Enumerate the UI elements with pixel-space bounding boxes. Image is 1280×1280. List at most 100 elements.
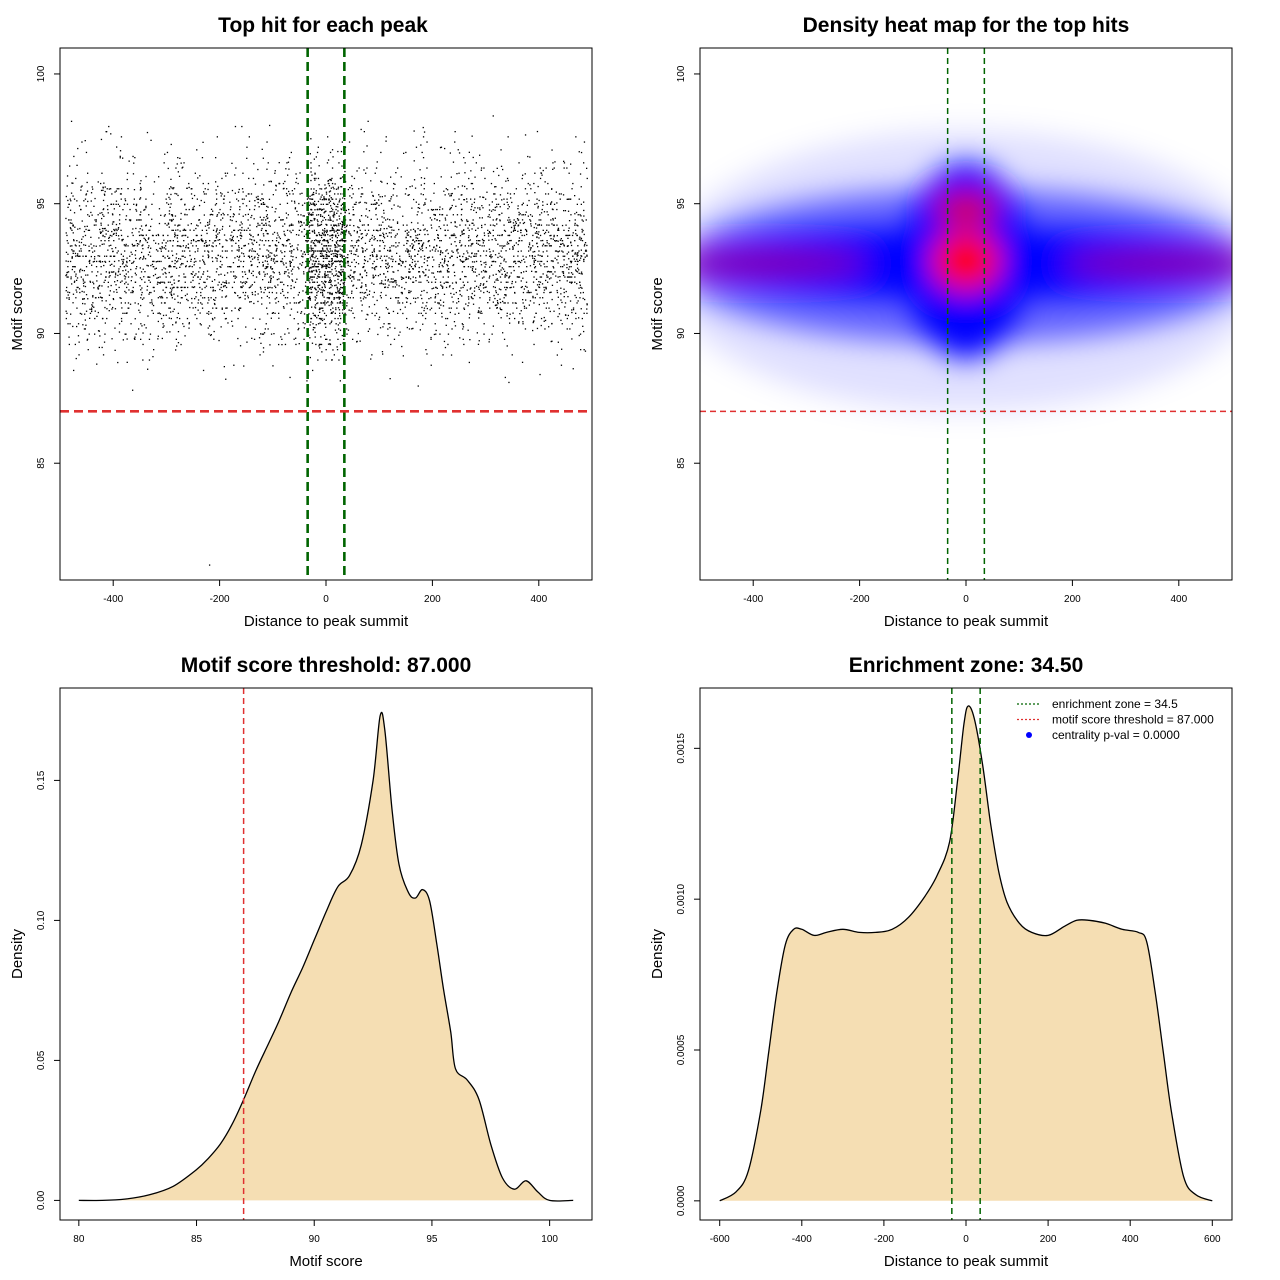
- scatter-point: [380, 151, 382, 154]
- scatter-point: [412, 239, 414, 241]
- scatter-point: [242, 172, 244, 174]
- scatter-point: [103, 193, 106, 195]
- scatter-point: [335, 260, 337, 263]
- scatter-point: [162, 323, 164, 325]
- scatter-point: [331, 359, 333, 361]
- scatter-point: [315, 190, 317, 192]
- scatter-point: [326, 230, 328, 232]
- scatter-point: [139, 241, 141, 243]
- scatter-point: [423, 289, 425, 292]
- scatter-point: [70, 313, 72, 315]
- scatter-point: [92, 302, 94, 304]
- scatter-point: [339, 253, 341, 256]
- scatter-point: [165, 314, 167, 316]
- scatter-point: [521, 286, 523, 288]
- scatter-point: [314, 173, 316, 175]
- scatter-point: [336, 254, 339, 256]
- scatter-point: [352, 193, 354, 195]
- scatter-point: [442, 286, 444, 288]
- scatter-point: [170, 276, 172, 278]
- scatter-point: [241, 226, 243, 229]
- scatter-point: [172, 245, 174, 247]
- scatter-point: [262, 233, 265, 235]
- scatter-point: [297, 323, 299, 325]
- scatter-point: [323, 232, 326, 234]
- scatter-point: [318, 276, 320, 278]
- scatter-point: [215, 240, 217, 242]
- scatter-point: [447, 268, 450, 270]
- scatter-point: [441, 264, 443, 267]
- scatter-point: [93, 205, 95, 207]
- scatter-point: [112, 250, 114, 252]
- scatter-point: [208, 299, 210, 301]
- scatter-point: [326, 264, 328, 266]
- scatter-point: [267, 263, 269, 265]
- scatter-point: [374, 199, 376, 201]
- scatter-point: [101, 346, 103, 349]
- scatter-point: [114, 281, 116, 283]
- scatter-point: [520, 231, 522, 234]
- scatter-point: [267, 254, 270, 256]
- scatter-point: [293, 188, 296, 190]
- scatter-point: [421, 151, 423, 154]
- scatter-point: [575, 136, 577, 138]
- scatter-point: [113, 265, 115, 267]
- scatter-point: [222, 286, 225, 288]
- scatter-point: [323, 283, 326, 286]
- scatter-point: [433, 259, 435, 261]
- scatter-point: [353, 203, 356, 205]
- scatter-point: [87, 349, 89, 351]
- scatter-point: [331, 260, 333, 263]
- scatter-point: [207, 275, 209, 278]
- scatter-point: [292, 259, 294, 261]
- scatter-point: [283, 255, 286, 257]
- scatter-point: [574, 252, 576, 254]
- scatter-point: [229, 208, 232, 211]
- scatter-point: [451, 250, 453, 252]
- scatter-point: [278, 216, 280, 218]
- scatter-point: [423, 272, 425, 274]
- scatter-point: [78, 250, 81, 252]
- scatter-point: [216, 228, 218, 230]
- scatter-point: [570, 244, 573, 247]
- scatter-point: [213, 302, 216, 305]
- scatter-point: [450, 207, 452, 209]
- scatter-point: [319, 322, 321, 324]
- scatter-point: [260, 229, 263, 231]
- scatter-point: [185, 208, 187, 211]
- scatter-point: [421, 306, 423, 309]
- scatter-point: [238, 265, 241, 268]
- scatter-point: [131, 243, 133, 245]
- scatter-point: [471, 268, 474, 270]
- scatter-point: [581, 273, 583, 275]
- scatter-point: [415, 146, 418, 148]
- scatter-point: [231, 231, 233, 233]
- scatter-point: [472, 188, 474, 190]
- scatter-point: [501, 267, 503, 269]
- scatter-point: [65, 251, 68, 253]
- scatter-point: [216, 136, 218, 138]
- scatter-point: [110, 188, 112, 190]
- scatter-point: [542, 297, 544, 299]
- scatter-point: [329, 279, 331, 281]
- scatter-point: [509, 240, 511, 242]
- scatter-point: [514, 224, 517, 226]
- scatter-point: [531, 255, 534, 257]
- scatter-point: [309, 278, 311, 280]
- scatter-point: [168, 213, 171, 215]
- scatter-point: [341, 228, 343, 231]
- scatter-point: [183, 228, 185, 230]
- scatter-point: [318, 165, 320, 167]
- scatter-point: [354, 271, 356, 273]
- scatter-point: [71, 245, 73, 247]
- scatter-point: [401, 293, 403, 295]
- scatter-point: [488, 204, 491, 206]
- scatter-point: [323, 250, 325, 252]
- scatter-point: [490, 257, 492, 259]
- scatter-point: [326, 338, 328, 340]
- scatter-point: [343, 284, 345, 286]
- scatter-point: [73, 240, 75, 242]
- scatter-point: [294, 207, 297, 209]
- scatter-point: [186, 317, 189, 320]
- scatter-point: [397, 167, 399, 169]
